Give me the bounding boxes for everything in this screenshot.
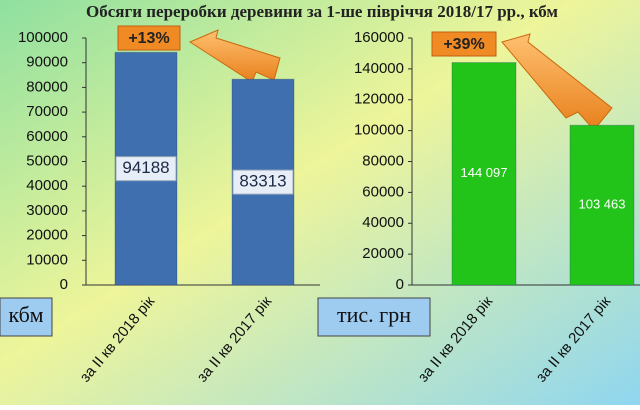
unit-box — [0, 297, 53, 337]
y-tick-label: 90000 — [26, 54, 68, 71]
y-tick-label: 60000 — [26, 128, 68, 145]
y-tick-label: 60000 — [362, 183, 404, 200]
y-tick-label: 140000 — [354, 60, 404, 77]
y-tick-label: 120000 — [354, 91, 404, 108]
value-label: 144 097 — [461, 165, 508, 180]
annotation: +39% — [443, 36, 484, 53]
unit-box — [317, 297, 431, 337]
y-tick-label: 100000 — [18, 29, 68, 46]
y-tick-label: 0 — [60, 276, 68, 293]
value-label: 83313 — [239, 172, 286, 191]
unit-label: тис. грн — [337, 302, 411, 327]
bar — [569, 124, 635, 286]
value-label: 94188 — [122, 158, 169, 177]
value-label-box — [115, 156, 177, 182]
y-tick-label: 20000 — [26, 227, 68, 244]
bar — [451, 62, 517, 286]
y-tick-label: 40000 — [362, 214, 404, 231]
y-tick-label: 160000 — [354, 29, 404, 46]
value-label: 103 463 — [579, 197, 626, 212]
value-label-box — [232, 169, 294, 195]
y-tick-label: 30000 — [26, 202, 68, 219]
y-tick-label: 10000 — [26, 251, 68, 268]
annotation-box — [117, 25, 181, 51]
y-tick-label: 80000 — [362, 152, 404, 169]
annotation-box — [431, 31, 497, 57]
chart-title: Обсяги переробки деревини за 1-ше півріч… — [86, 2, 558, 21]
y-tick-label: 70000 — [26, 103, 68, 120]
unit-label: кбм — [8, 302, 43, 327]
y-tick-label: 20000 — [362, 245, 404, 262]
annotation: +13% — [128, 30, 169, 47]
y-tick-label: 80000 — [26, 78, 68, 95]
y-tick-label: 0 — [396, 276, 404, 293]
y-tick-label: 50000 — [26, 152, 68, 169]
arrow — [501, 33, 613, 131]
y-tick-label: 40000 — [26, 177, 68, 194]
y-tick-label: 100000 — [354, 122, 404, 139]
